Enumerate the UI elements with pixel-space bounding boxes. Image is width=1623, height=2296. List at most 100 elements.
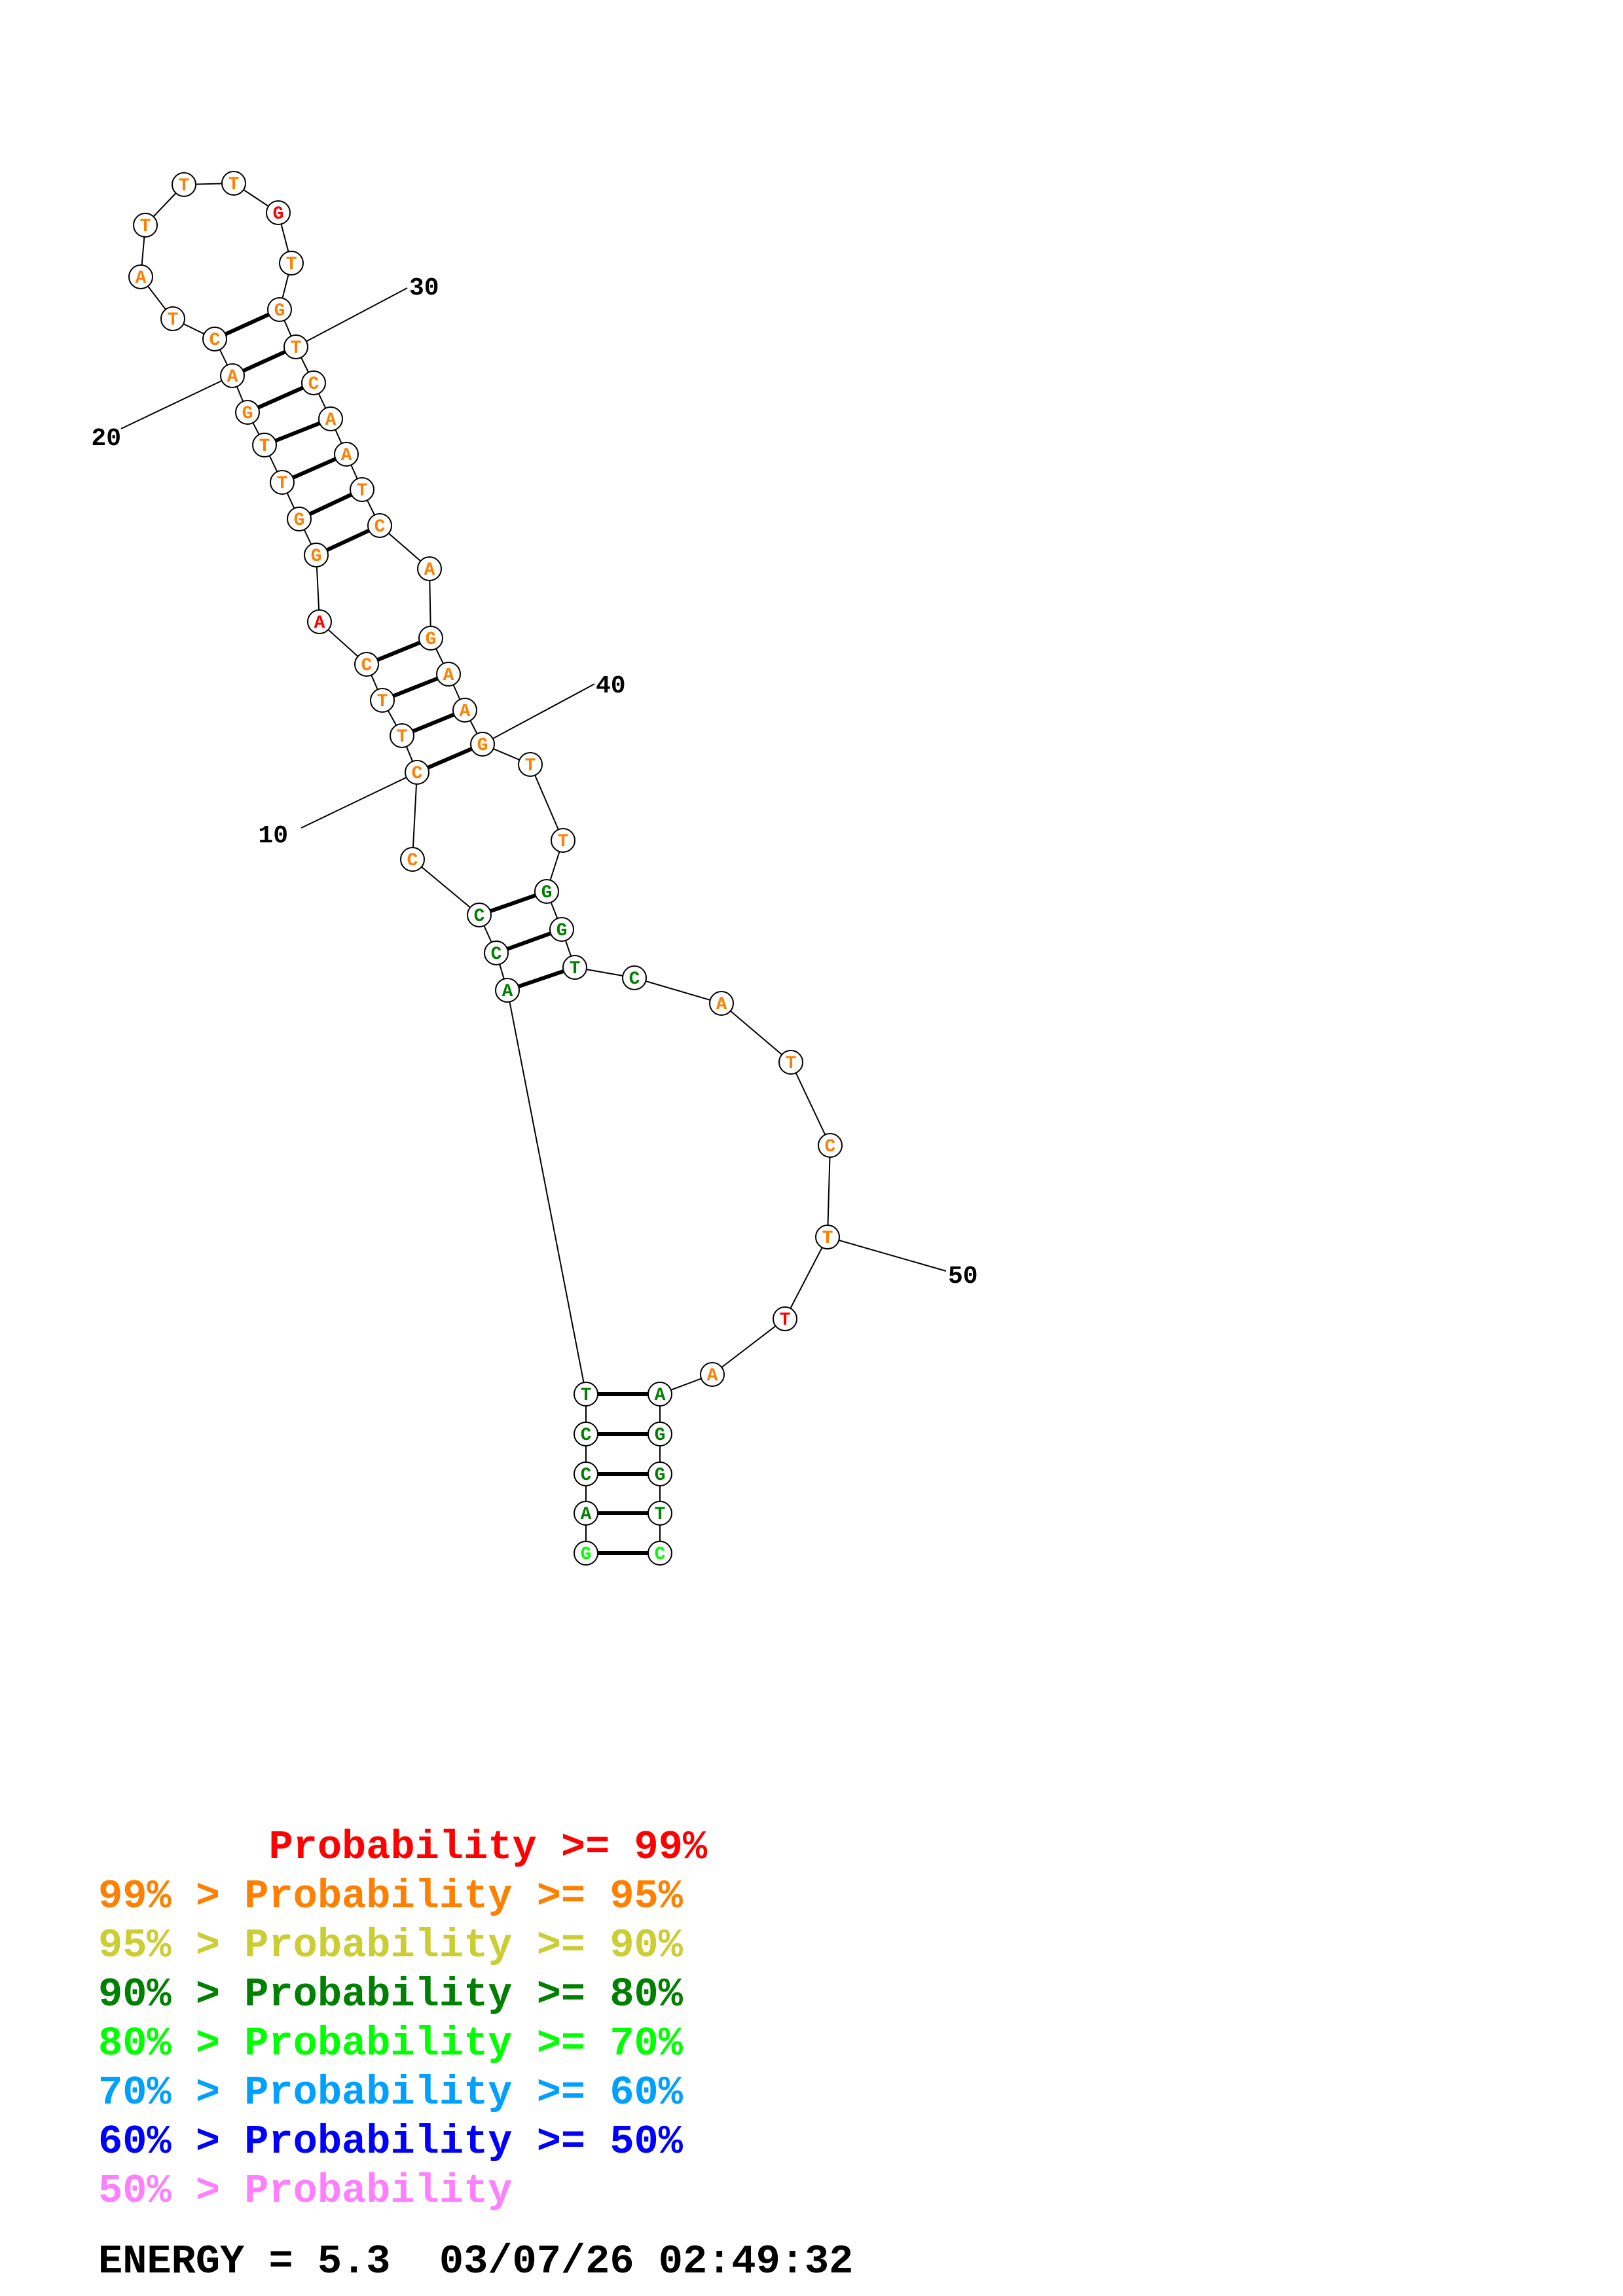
nucleotide-circle [283, 334, 308, 359]
position-label-10: 10 [258, 822, 288, 850]
nucleotide-base: G [477, 736, 488, 756]
backbone-segment [784, 1236, 828, 1319]
nucleotide-base: C [581, 1465, 592, 1486]
nucleotide-41: T [518, 752, 543, 777]
nucleotide-6: A [495, 978, 520, 1003]
nucleotide-circle [484, 941, 509, 965]
nucleotide-circle [367, 513, 392, 538]
nucleotide-23: A [128, 264, 153, 289]
nucleotide-base: A [655, 1386, 666, 1406]
nucleotide-circle [452, 698, 477, 723]
nucleotide-base: A [325, 410, 337, 431]
nucleotide-base: A [136, 268, 147, 289]
nucleotide-37: G [418, 626, 443, 651]
nucleotide-circle [252, 433, 277, 457]
nucleotide-29: G [267, 297, 292, 322]
nucleotide-circle [647, 1501, 672, 1526]
nucleotide-circle [354, 652, 379, 677]
position-labels: 10 20 30 40 50 [91, 274, 977, 1291]
base-pair-bond [326, 528, 370, 552]
nucleotide-19: G [235, 400, 260, 425]
nucleotide-base: C [407, 851, 418, 871]
legend-row: 50% > Probability [98, 2168, 513, 2214]
backbone-segment [634, 977, 722, 1004]
nucleotide-circle [417, 556, 442, 581]
nucleotide-2: A [574, 1501, 598, 1526]
nucleotide-base: T [570, 959, 581, 979]
nucleotide-base: T [377, 692, 388, 712]
nucleotide-57: C [647, 1541, 672, 1566]
nucleotide-base: G [294, 511, 305, 531]
nucleotide-36: A [417, 556, 442, 581]
nucleotide-30: T [283, 334, 308, 359]
backbone-segment [712, 1318, 786, 1375]
nucleotide-9: C [400, 847, 425, 872]
backbone-segment [721, 1003, 792, 1063]
backbone-segment [827, 1145, 831, 1238]
nucleotide-38: A [436, 662, 461, 687]
nucleotide-35: C [367, 513, 392, 538]
nucleotide-54: G [647, 1422, 672, 1446]
nucleotide-circle [495, 978, 520, 1003]
nucleotide-base: T [581, 1386, 592, 1406]
nucleotide-14: A [307, 609, 332, 634]
nucleotide-circle [304, 543, 329, 567]
base-pair-bond [292, 457, 337, 480]
energy-and-timestamp: ENERGY = 5.3 03/07/26 02:49:32 [98, 2238, 854, 2285]
nucleotide-base: G [242, 404, 253, 424]
base-pair-bond [257, 386, 304, 410]
nucleotide-circle [334, 442, 359, 467]
nucleotide-base: G [426, 630, 437, 650]
nucleotide-circle [778, 1050, 803, 1075]
nucleotide-base: C [308, 374, 319, 395]
nucleotide-base: T [786, 1054, 797, 1074]
nucleotide-circle [647, 1382, 672, 1407]
nucleotide-circle [773, 1306, 797, 1331]
nucleotide-circle [279, 251, 304, 276]
position-tick-lines [120, 287, 947, 1272]
nucleotide-base: G [274, 301, 285, 321]
base-pair-bond [412, 712, 455, 734]
base-pair-bond [274, 421, 321, 443]
nucleotide-base: A [502, 982, 513, 1002]
nucleotide-circle [160, 306, 185, 331]
nucleotide-55: G [647, 1462, 672, 1486]
base-pair-bond [518, 969, 564, 989]
nucleotide-base: T [780, 1310, 791, 1331]
nucleotide-circle [467, 903, 492, 927]
nucleotide-circle [202, 327, 227, 351]
nucleotide-28: T [279, 251, 304, 276]
legend-row: 80% > Probability >= 70% [98, 2020, 683, 2067]
nucleotide-base: A [314, 613, 325, 634]
nucleotide-circle [133, 213, 158, 238]
nucleotide-circle [350, 477, 374, 502]
nucleotide-46: C [622, 965, 647, 990]
nucleotide-circle [267, 297, 292, 322]
nucleotide-base: T [357, 481, 368, 501]
nucleotide-26: T [221, 171, 246, 196]
nucleotide-8: C [467, 903, 492, 927]
nucleotide-base: T [397, 727, 408, 747]
base-pair-bond [376, 641, 421, 662]
base-pair-bond [225, 312, 270, 336]
base-pair-bond [506, 931, 552, 951]
legend-row: 70% > Probability >= 60% [98, 2070, 683, 2116]
backbone-segment [412, 859, 480, 916]
tick-line-10 [301, 772, 418, 829]
nucleotide-circle [307, 609, 332, 634]
position-label-30: 30 [409, 274, 439, 302]
nucleotide-49: C [818, 1133, 843, 1158]
nucleotide-24: T [133, 213, 158, 238]
tick-line-20 [120, 375, 233, 429]
nucleotide-circle [574, 1462, 598, 1486]
nucleotide-32: A [318, 406, 343, 431]
nucleotide-10: C [405, 760, 429, 785]
nucleotide-3: C [574, 1462, 598, 1486]
nucleotide-circle [390, 723, 414, 748]
nucleotide-base: T [525, 756, 536, 776]
nucleotide-base: A [581, 1505, 592, 1525]
nucleotide-48: T [778, 1050, 803, 1075]
probability-legend: Probability >= 99% 99% > Probability >= 9… [98, 1823, 707, 2215]
nucleotide-circle [400, 847, 425, 872]
nucleotide-base: A [443, 666, 454, 686]
